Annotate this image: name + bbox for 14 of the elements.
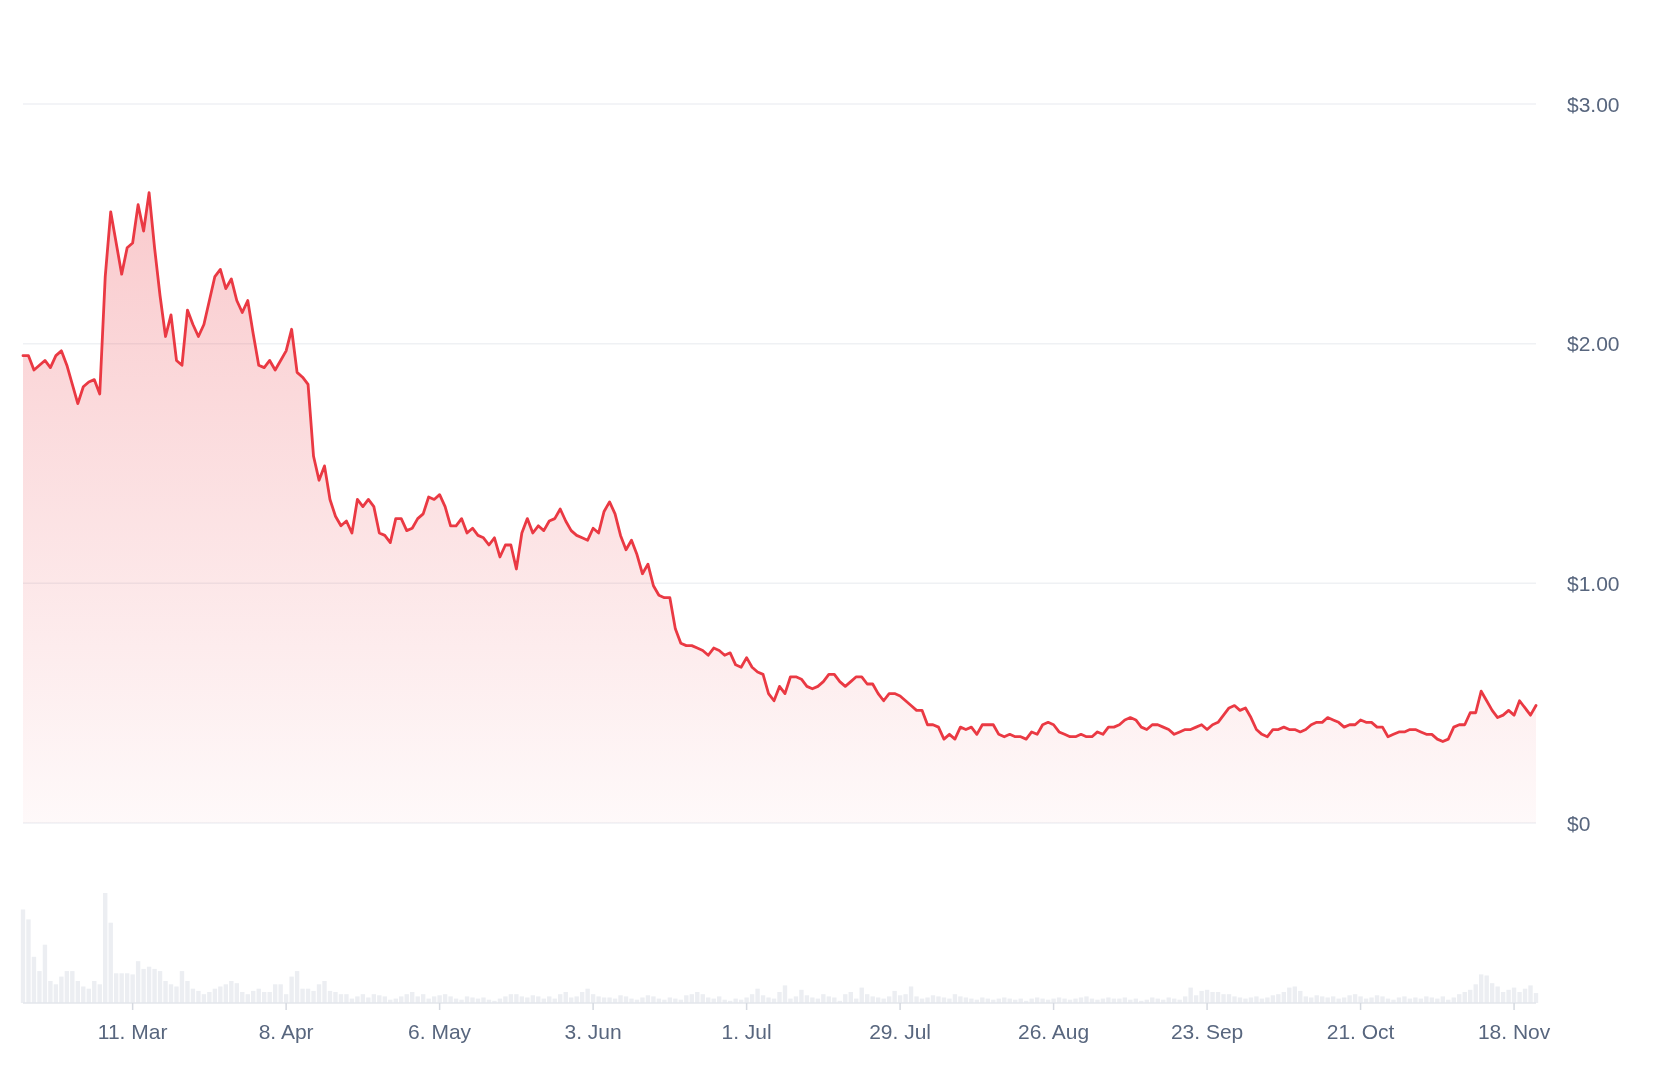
y-tick-label: $3.00	[1567, 92, 1620, 116]
x-tick-label: 29. Jul	[869, 1019, 932, 1043]
y-tick-label: $1.00	[1567, 571, 1620, 595]
x-tick-label: 6. May	[408, 1019, 472, 1043]
x-tick-label: 11. Mar	[97, 1019, 168, 1043]
x-tick-label: 21. Oct	[1326, 1019, 1395, 1043]
y-tick-label: $0	[1567, 811, 1591, 835]
x-tick-label: 26. Aug	[1017, 1019, 1090, 1043]
x-tick-label: 8. Apr	[258, 1019, 314, 1043]
x-tick-label: 3. Jun	[564, 1019, 622, 1043]
y-tick-label: $2.00	[1567, 332, 1620, 356]
x-tick-label: 1. Jul	[721, 1019, 772, 1043]
x-tick-label: 18. Nov	[1477, 1019, 1551, 1043]
x-tick-label: 23. Sep	[1170, 1019, 1244, 1043]
